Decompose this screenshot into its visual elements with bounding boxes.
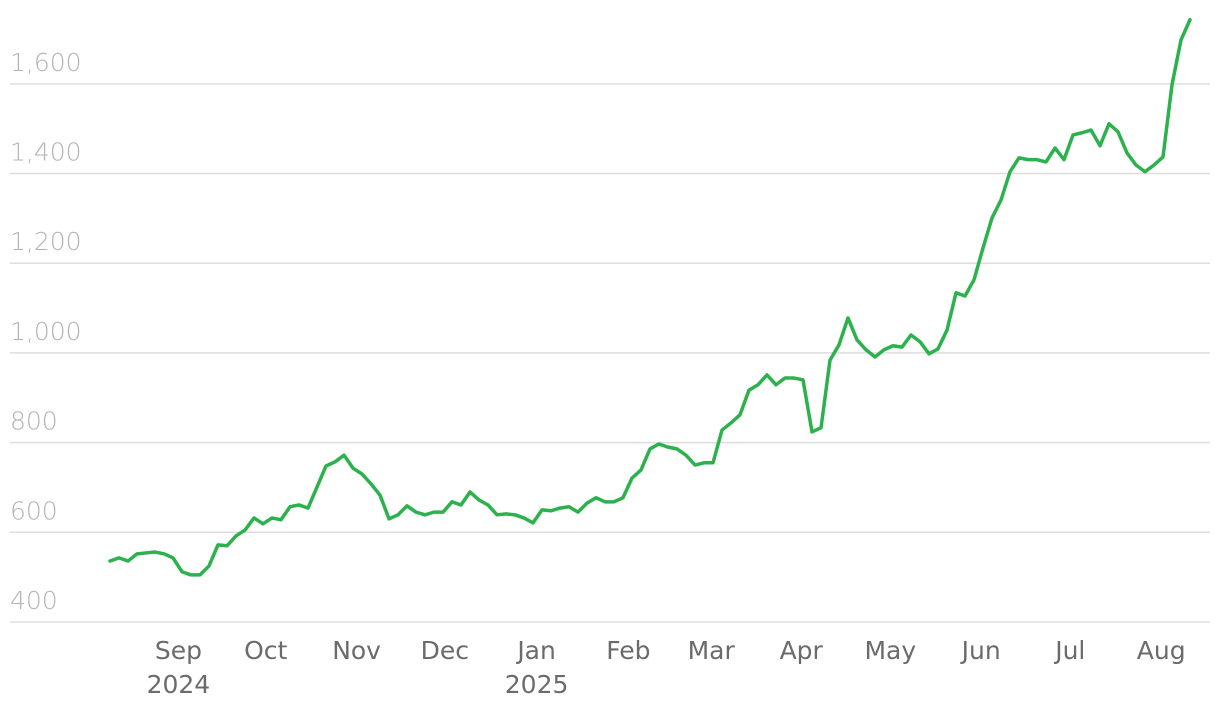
x-tick-label: Mar: [688, 636, 736, 665]
x-tick-label: Jan: [515, 636, 556, 665]
x-tick-year: 2024: [147, 670, 211, 699]
x-tick-label: Oct: [244, 636, 287, 665]
x-tick-label: May: [864, 636, 916, 665]
y-tick-label: 1,200: [10, 227, 82, 256]
y-tick-label: 1,400: [10, 138, 82, 167]
y-tick-label: 800: [10, 407, 58, 436]
y-tick-label: 400: [10, 586, 58, 615]
x-tick-label: Jul: [1053, 636, 1085, 665]
x-tick-year: 2025: [505, 670, 569, 699]
y-tick-label: 1,000: [10, 317, 82, 346]
x-tick-label: Sep: [155, 636, 202, 665]
x-tick-label: Nov: [332, 636, 381, 665]
x-tick-label: Jun: [960, 636, 1001, 665]
y-tick-label: 1,600: [10, 48, 82, 77]
x-tick-label: Aug: [1137, 636, 1186, 665]
x-tick-label: Apr: [780, 636, 824, 665]
price-line: [108, 17, 1192, 577]
x-tick-label: Dec: [421, 636, 469, 665]
x-tick-label: Feb: [606, 636, 650, 665]
y-tick-label: 600: [10, 496, 58, 525]
